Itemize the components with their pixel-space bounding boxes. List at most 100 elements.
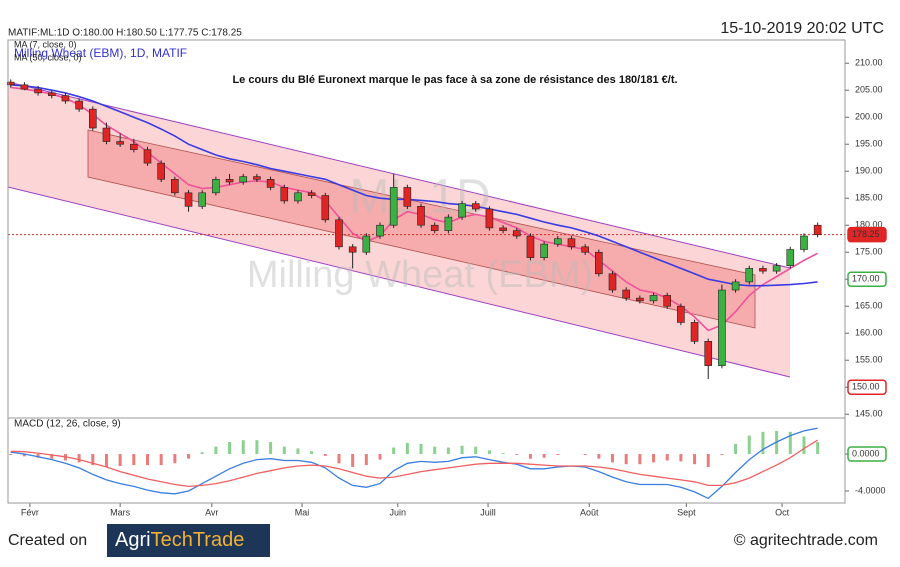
candle-body [813, 224, 822, 235]
y-tick-label: -4.0000 [855, 485, 886, 495]
y-tick-label: 195.00 [855, 139, 883, 149]
candle-body [677, 305, 685, 323]
line [10, 84, 818, 287]
logo-right: TechTrade [151, 529, 245, 551]
watermark: Milling Wheat (EBM) [247, 254, 593, 296]
candle-body [800, 235, 808, 250]
histogram-bar [433, 446, 437, 455]
candle-body [512, 230, 521, 237]
histogram-bar [323, 454, 327, 456]
histogram-bar [761, 431, 765, 455]
price-tag-box [847, 271, 887, 287]
candle-body [608, 273, 617, 291]
histogram-bar [788, 431, 792, 455]
candle-body [171, 179, 179, 194]
price-tag: 170.00 [852, 274, 880, 284]
y-tick-label: 160.00 [855, 328, 883, 338]
y-tick-label: 165.00 [855, 301, 883, 311]
histogram-bar [9, 454, 13, 455]
y-tick-label: 180.00 [855, 220, 883, 230]
candle-body [403, 187, 412, 207]
histogram-bar [679, 454, 683, 462]
candle-body [75, 100, 83, 110]
histogram-bar [104, 454, 108, 467]
y-tick-label: 190.00 [855, 166, 883, 176]
price-tag: 150.00 [852, 382, 880, 392]
candle-body [622, 289, 630, 299]
candle-body [6, 81, 15, 86]
candle-body [458, 203, 466, 218]
frame [7, 39, 846, 504]
candle-body [88, 108, 97, 129]
histogram-bar [91, 454, 95, 466]
histogram-bar [665, 454, 669, 461]
price-tag-box [847, 379, 887, 395]
candle-body [704, 341, 713, 366]
candle-body [239, 176, 248, 183]
price-tag: 178.25 [852, 229, 880, 239]
histogram-bar [282, 446, 286, 455]
histogram-bar [146, 454, 149, 466]
candle-body [307, 192, 316, 196]
histogram-bar [269, 442, 273, 455]
histogram-bar [419, 443, 423, 455]
candle-body [417, 206, 425, 226]
candle-body [567, 238, 576, 248]
ohlc-line: MATIF:ML:1D O:180.00 H:180.50 L:177.75 C… [8, 28, 242, 39]
histogram-bar [652, 454, 656, 463]
histogram-bar [77, 454, 81, 463]
x-tick-label: Août [580, 507, 599, 517]
candle-body [335, 219, 343, 248]
histogram-bar [501, 453, 505, 455]
chart-title: Milling Wheat (EBM), 1D, MATIF [14, 46, 187, 60]
histogram-bar [706, 454, 710, 467]
histogram-bar [228, 442, 232, 455]
histogram-bar [405, 442, 409, 455]
histogram-bar [693, 454, 697, 465]
candle-body [184, 192, 193, 207]
candle-body [198, 192, 207, 207]
histogram-bar [50, 454, 54, 459]
candle-body [61, 95, 70, 102]
candle-body [444, 216, 453, 231]
candle-body [663, 295, 672, 307]
candle-body [266, 179, 275, 188]
y-tick-label: 145.00 [855, 409, 883, 419]
price-tag-box [847, 226, 887, 243]
x-tick-label: Févr [21, 507, 39, 517]
histogram-bar [187, 454, 191, 459]
website: © agritechtrade.com [734, 532, 878, 549]
histogram-bar [241, 440, 245, 455]
candle-body [116, 141, 124, 145]
candle-body [321, 195, 330, 221]
candle-body [759, 268, 767, 272]
histogram-bar [624, 454, 628, 465]
candle-body [143, 149, 152, 164]
histogram-bar [528, 454, 532, 459]
logo-text: AgriTechTrade [115, 529, 244, 551]
candle-body [362, 235, 371, 253]
annotation: Le cours du Blé Euronext marque le pas f… [232, 74, 677, 86]
histogram-bar [446, 447, 450, 455]
candle-body [430, 224, 439, 231]
candle-body [581, 246, 589, 253]
line [10, 439, 818, 488]
candle-body [102, 127, 111, 142]
candle-body [47, 92, 56, 96]
y-tick-label: 175.00 [855, 247, 883, 257]
candle-body [595, 251, 603, 275]
candle-body [731, 281, 740, 291]
histogram-bar [255, 440, 259, 455]
candle-body [540, 243, 548, 258]
histogram-bar [802, 436, 806, 455]
histogram-bar [296, 448, 300, 455]
candle-body [34, 88, 42, 94]
histogram-bar [337, 454, 341, 464]
candle-body [772, 265, 781, 272]
candle-body [526, 235, 535, 258]
histogram-bar [474, 446, 478, 455]
candle-body [348, 246, 357, 253]
y-tick-label: 155.00 [855, 355, 883, 365]
x-tick-label: Avr [205, 507, 218, 517]
histogram-bar [214, 446, 218, 455]
